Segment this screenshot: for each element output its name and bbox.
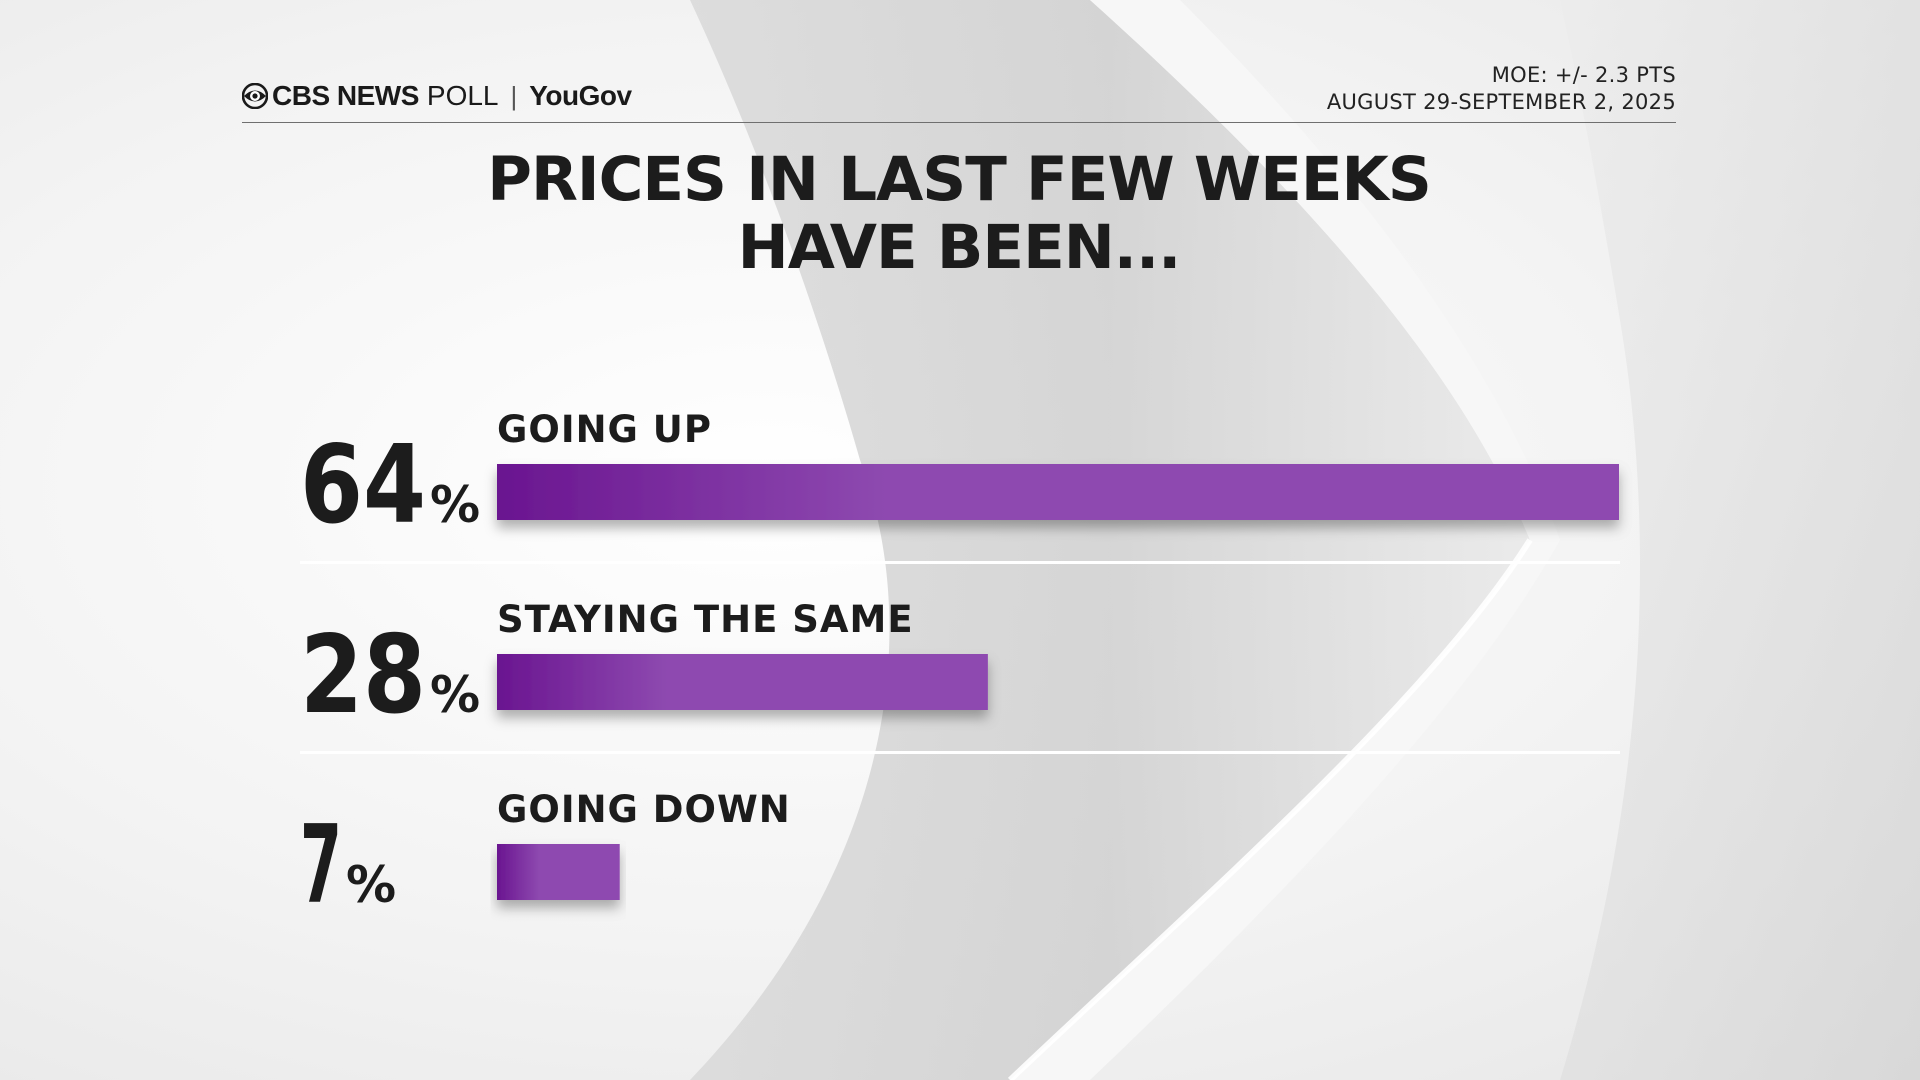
percent-sign: % [430, 666, 480, 724]
margin-of-error: MOE: +/- 2.3 PTS [1491, 63, 1676, 87]
category-label: STAYING THE SAME [497, 598, 914, 641]
bar [497, 464, 1619, 520]
bar-row: 28 % STAYING THE SAME [300, 598, 988, 738]
category-label: GOING DOWN [497, 788, 791, 831]
row-divider [300, 751, 1620, 754]
bar [497, 654, 988, 710]
percent-sign: % [346, 856, 396, 914]
poll-dates: AUGUST 29-SEPTEMBER 2, 2025 [1326, 90, 1676, 114]
brand-separator: | [510, 80, 518, 111]
value-label: 64 [300, 423, 426, 548]
category-label: GOING UP [497, 408, 712, 451]
bar [497, 844, 620, 900]
brand-logo: CBS NEWS POLL | YouGov [242, 80, 632, 112]
value-label: 7 [300, 803, 342, 928]
header-divider [242, 122, 1676, 123]
brand-yougov: YouGov [529, 80, 632, 111]
cbs-eye-icon [242, 83, 268, 109]
bar-row: 7 % GOING DOWN [300, 788, 791, 928]
row-divider [300, 561, 1620, 564]
bar-row: 64 % GOING UP [300, 408, 1619, 548]
chart-title: PRICES IN LAST FEW WEEKS HAVE BEEN... [242, 146, 1676, 282]
brand-poll: POLL [426, 80, 499, 111]
value-label: 28 [300, 613, 426, 738]
header: CBS NEWS POLL | YouGov MOE: +/- 2.3 PTS … [242, 62, 1676, 126]
percent-sign: % [430, 476, 480, 534]
chart-title-line-1: PRICES IN LAST FEW WEEKS [487, 144, 1432, 215]
poll-meta: MOE: +/- 2.3 PTS AUGUST 29-SEPTEMBER 2, … [1327, 62, 1676, 116]
chart-title-line-2: HAVE BEEN... [737, 212, 1182, 283]
brand-cbs-news: CBS NEWS [272, 80, 419, 111]
